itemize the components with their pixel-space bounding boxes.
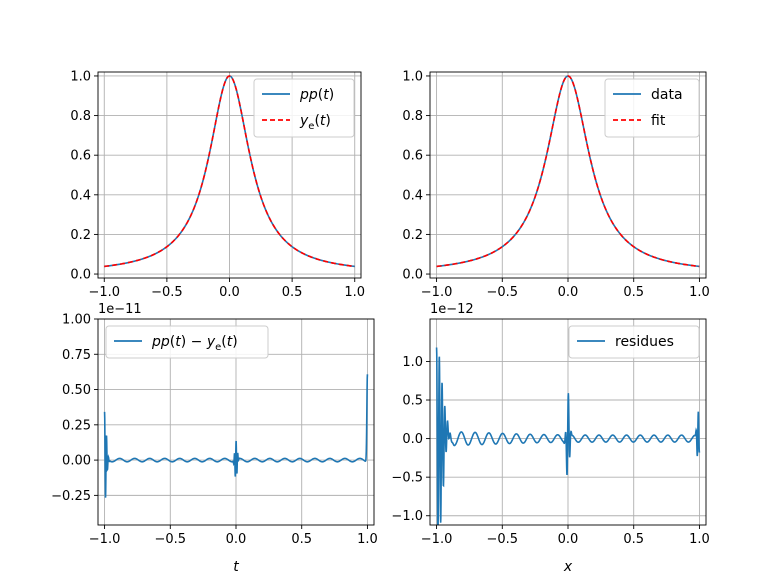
- subplot-4: −1.0 −0.5 0.0 0.5 1.0 −1.0 −0.5 0.0 0.5 1.0 1e−12 x…: [391, 302, 709, 575]
- x-tick-label: 1.0: [689, 532, 710, 547]
- y-tick-label: 0.0: [402, 268, 423, 283]
- series-line-1-2: [104, 75, 355, 268]
- x-tick-label: −0.5: [151, 285, 183, 300]
- x-tick-label: 0.5: [623, 285, 644, 300]
- y-tick-label: 0.6: [402, 149, 423, 164]
- y-tick-label: 0.6: [70, 149, 91, 164]
- y-tick-label: 0.4: [70, 188, 91, 203]
- x-tick-label: 0.0: [219, 285, 240, 300]
- y-tick-label: 1.00: [62, 313, 91, 328]
- x-tick-label: −1.0: [89, 532, 121, 547]
- subplot-1: −1.0 −0.5 0.0 0.5 1.0 0.0 0.2 0.4 0.6 0.8 1.0 pp(t)…: [70, 69, 365, 300]
- x-tick-label: 0.5: [623, 532, 644, 547]
- y-tick-label: −1.0: [391, 509, 423, 524]
- y-tick-label: −0.25: [51, 489, 91, 504]
- y-tick-label: 1.0: [402, 355, 423, 370]
- series-line-2-2: [436, 75, 700, 268]
- legend-label: pp(t): [299, 87, 334, 103]
- legend-box: [568, 325, 700, 359]
- x-axis-label: t: [233, 559, 239, 575]
- y-tick-label: 0.75: [62, 348, 91, 363]
- x-tick-label: −1.0: [421, 532, 453, 547]
- y-tick-label: 0.50: [62, 383, 91, 398]
- y-tick-label: 1.0: [402, 69, 423, 84]
- x-tick-label: −0.5: [154, 532, 186, 547]
- y-tick-label: 0.0: [70, 268, 91, 283]
- x-tick-label: −1.0: [88, 285, 120, 300]
- legend: pp(t) − ye(t): [105, 325, 269, 359]
- legend-label: fit: [651, 113, 666, 129]
- y-tick-label: 0.8: [402, 109, 423, 124]
- subplot-2: −1.0 −0.5 0.0 0.5 1.0 0.0 0.2 0.4 0.6 0.8 1.0 data f…: [402, 69, 709, 300]
- offset-label: 1e−12: [430, 302, 474, 317]
- series-line-4-1: [435, 347, 701, 525]
- x-tick-label: −1.0: [421, 285, 453, 300]
- y-tick-label: 0.00: [62, 454, 91, 469]
- y-tick-label: −0.5: [391, 471, 423, 486]
- x-tick-label: 1.0: [344, 285, 365, 300]
- y-tick-label: 0.2: [402, 228, 423, 243]
- x-tick-label: 0.5: [291, 532, 312, 547]
- x-tick-label: 0.0: [558, 285, 579, 300]
- y-tick-label: 0.2: [70, 228, 91, 243]
- legend: data fit: [604, 78, 700, 138]
- y-tick-label: 0.5: [402, 394, 423, 409]
- y-tick-label: 0.25: [62, 418, 91, 433]
- y-tick-label: 0.8: [70, 109, 91, 124]
- legend-label: residues: [615, 334, 674, 350]
- legend-label: pp(t) − ye(t): [151, 334, 238, 353]
- offset-label: 1e−11: [98, 302, 142, 317]
- legend-label: ye(t): [299, 113, 331, 132]
- x-tick-label: 0.5: [282, 285, 303, 300]
- x-tick-label: 1.0: [357, 532, 378, 547]
- y-tick-label: 0.0: [402, 432, 423, 447]
- x-tick-label: 0.0: [226, 532, 247, 547]
- x-axis-label: x: [563, 559, 573, 575]
- legend: pp(t) ye(t): [253, 78, 355, 138]
- legend-box: [105, 325, 269, 359]
- subplot-3: −1.0 −0.5 0.0 0.5 1.0 −0.25 0.00 0.25 0.50 0.75 1.…: [51, 302, 378, 575]
- legend-label: data: [651, 87, 683, 103]
- x-tick-label: 1.0: [689, 285, 710, 300]
- series-line-3-1: [103, 374, 369, 498]
- legend: residues: [568, 325, 700, 359]
- y-tick-label: 1.0: [70, 69, 91, 84]
- x-tick-label: −0.5: [486, 532, 518, 547]
- x-tick-label: 0.0: [558, 532, 579, 547]
- y-tick-label: 0.4: [402, 188, 423, 203]
- x-tick-label: −0.5: [486, 285, 518, 300]
